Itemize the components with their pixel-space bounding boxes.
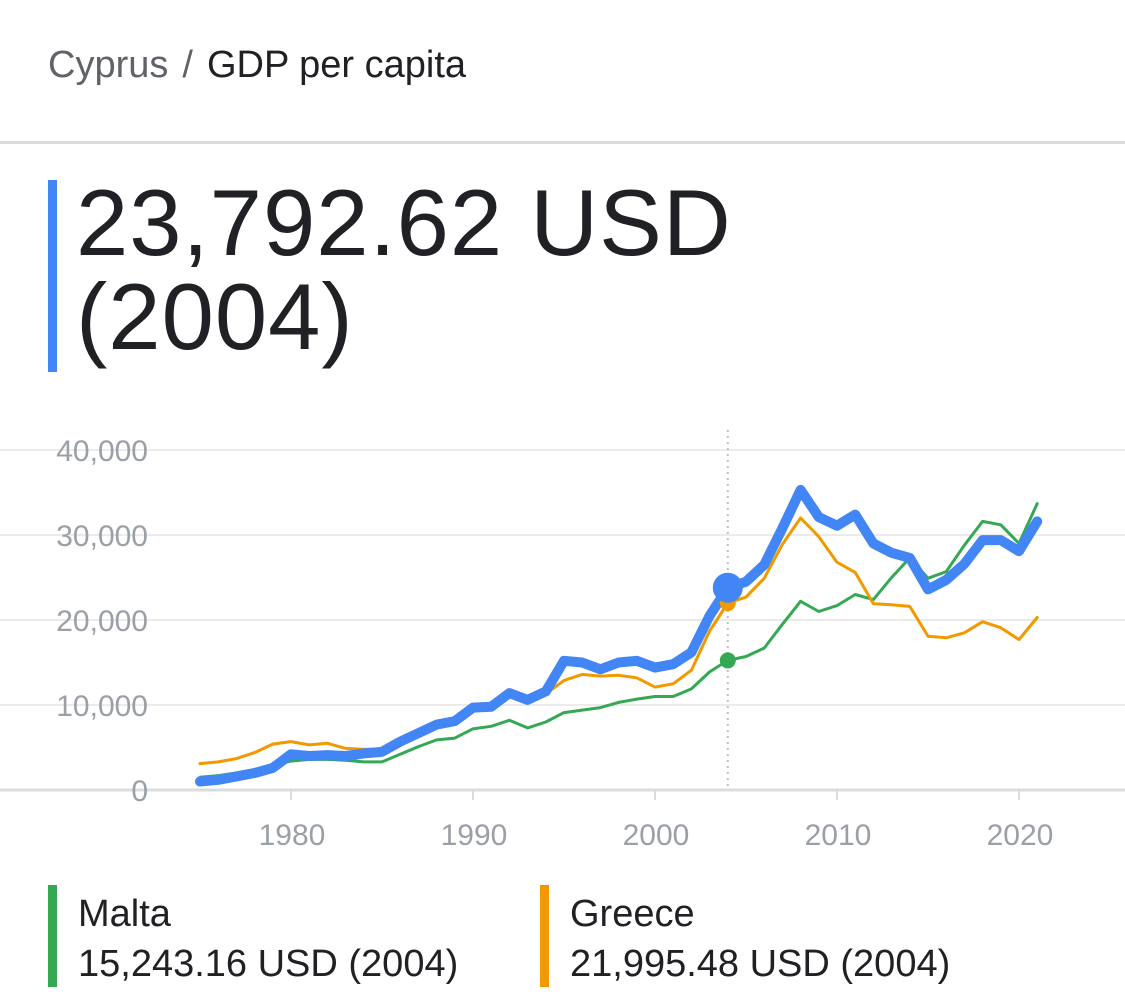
- gdp-line-chart[interactable]: 0 10,000 20,000 30,000 40,000 1980 1990 2000 20…: [0, 420, 1125, 860]
- headline-value: 23,792.62 USD (2004): [76, 176, 732, 364]
- series-line-cyprus: [195, 484, 1043, 787]
- x-axis-labels: 1980 1990 2000 2010 2020: [259, 819, 1054, 852]
- legend-value: 21,995.48 USD (2004): [570, 943, 951, 985]
- breadcrumb-separator: /: [182, 44, 193, 86]
- x-tick-label: 1980: [259, 819, 326, 852]
- highlight-point-cyprus: [712, 572, 743, 603]
- headline-accent-bar: [48, 180, 57, 372]
- x-tick-label: 2000: [623, 819, 690, 852]
- breadcrumb-metric: GDP per capita: [206, 44, 467, 86]
- series-line-malta: [198, 502, 1039, 779]
- y-tick-label: 20,000: [56, 605, 148, 638]
- highlight-markers: [712, 572, 743, 669]
- legend-color-bar: [48, 885, 57, 987]
- y-axis-labels: 0 10,000 20,000 30,000 40,000: [56, 435, 148, 808]
- headline-value-line2: (2004): [76, 264, 354, 369]
- y-tick-label: 10,000: [56, 690, 148, 723]
- legend-name: Malta: [78, 893, 171, 935]
- headline-value-line1: 23,792.62 USD: [76, 170, 732, 275]
- x-tick-label: 1990: [441, 819, 508, 852]
- series-lines: [195, 484, 1043, 787]
- legend-color-bar: [540, 885, 549, 987]
- y-tick-label: 30,000: [56, 520, 148, 553]
- x-tick-label: 2020: [987, 819, 1054, 852]
- legend-name: Greece: [570, 893, 695, 935]
- breadcrumb-country[interactable]: Cyprus: [48, 44, 169, 86]
- x-tick-label: 2010: [805, 819, 872, 852]
- y-tick-label: 0: [131, 775, 148, 808]
- breadcrumb: Cyprus / GDP per capita: [48, 44, 466, 87]
- legend-value: 15,243.16 USD (2004): [78, 943, 459, 985]
- y-tick-label: 40,000: [56, 435, 148, 468]
- header-divider: [0, 141, 1125, 144]
- series-line-greece: [198, 516, 1039, 766]
- grid: [0, 449, 1125, 800]
- highlight-point-malta: [719, 652, 736, 669]
